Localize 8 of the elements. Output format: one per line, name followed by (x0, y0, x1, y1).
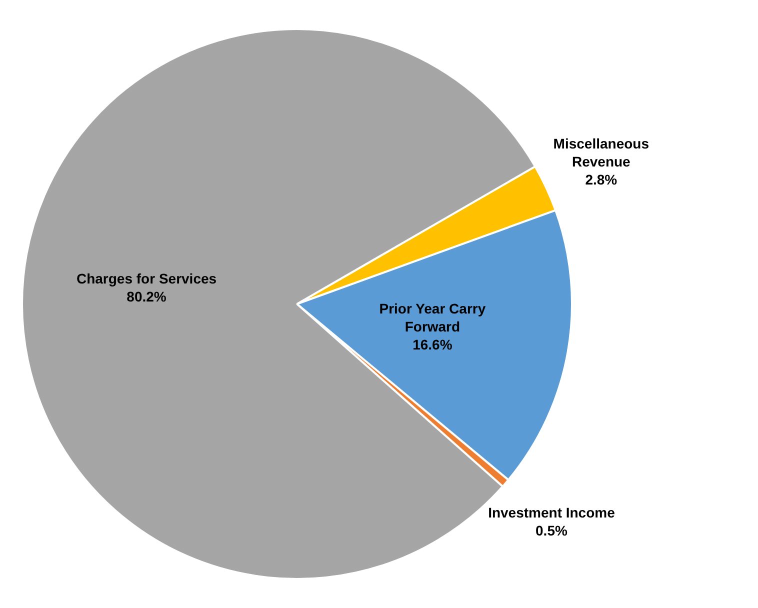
slice-label: Charges for Services (76, 270, 217, 287)
data-label: 0.5% (536, 522, 568, 538)
slice-label: Miscellaneous Revenue (553, 135, 650, 170)
data-label: 16.6% (412, 336, 453, 353)
data-label: 2.8% (585, 171, 618, 188)
slice-label: Investment Income (488, 504, 616, 520)
data-label: 80.2% (126, 288, 167, 305)
slice-label: Prior Year Carry Forward (379, 300, 486, 335)
